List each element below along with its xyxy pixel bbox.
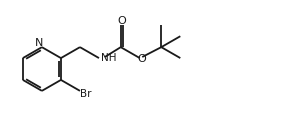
Text: NH: NH (101, 53, 116, 63)
Text: Br: Br (80, 89, 92, 99)
Text: N: N (35, 38, 44, 48)
Text: O: O (137, 54, 146, 64)
Text: O: O (118, 16, 126, 26)
